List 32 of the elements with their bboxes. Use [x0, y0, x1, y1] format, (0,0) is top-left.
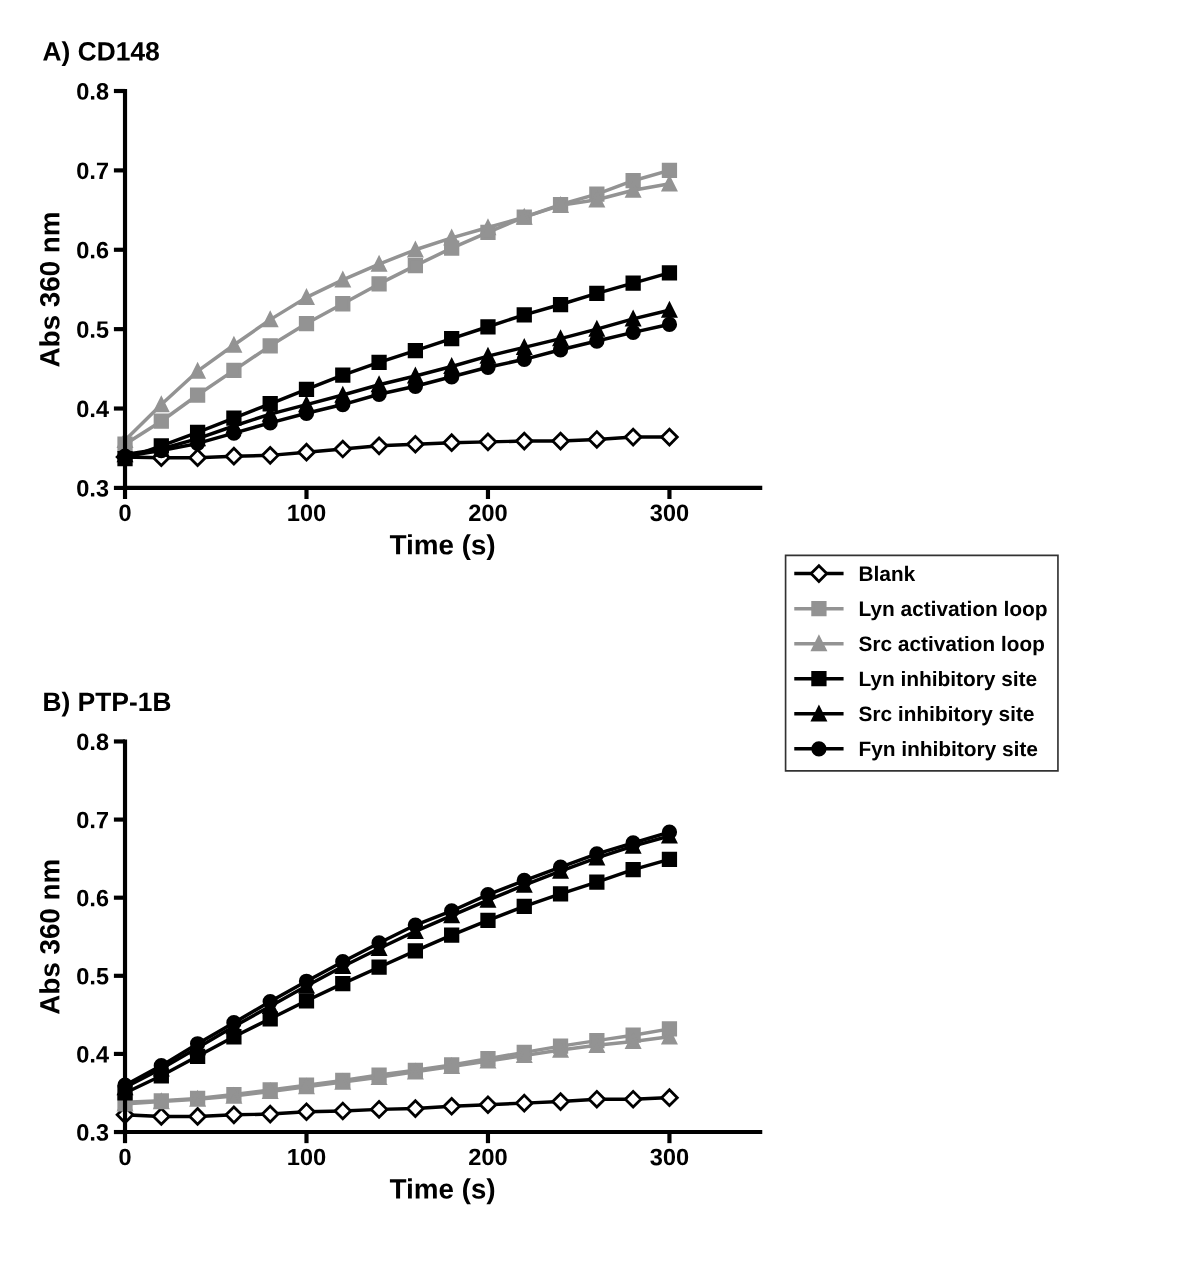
legend-label: Lyn activation loop	[859, 600, 1047, 621]
chart-title: A) CD148	[43, 41, 159, 66]
chart-title: B) PTP-1B	[44, 691, 171, 717]
y-tick-label: 0.8	[77, 733, 109, 751]
y-tick-label: 0.5	[77, 321, 109, 338]
y-tick-label: 0.3	[77, 479, 109, 497]
x-tick-label: 0	[119, 1148, 131, 1166]
y-axis-title: Abs 360 nm	[39, 213, 60, 367]
y-axis-title: Abs 360 nm	[39, 860, 60, 1015]
y-tick-label: 0.6	[77, 889, 109, 907]
legend-label: Lyn inhibitory site	[859, 670, 1037, 691]
legend-label: Src inhibitory site	[859, 705, 1034, 726]
y-tick-label: 0.6	[77, 241, 109, 259]
y-tick-label: 0.3	[77, 1124, 109, 1141]
x-tick-label: 0	[119, 504, 131, 522]
x-tick-label: 100	[288, 1148, 326, 1166]
x-axis-title: Time (s)	[389, 534, 495, 561]
x-tick-label: 300	[650, 1148, 689, 1166]
legend-label: Blank	[859, 565, 916, 582]
y-tick-label: 0.8	[77, 83, 109, 100]
legend-label: Src activation loop	[859, 635, 1045, 656]
y-tick-label: 0.5	[77, 967, 109, 985]
x-tick-label: 200	[469, 1148, 507, 1166]
x-tick-label: 200	[469, 504, 507, 522]
legend-label: Fyn inhibitory site	[859, 741, 1038, 761]
y-tick-label: 0.4	[77, 1045, 109, 1063]
x-axis-title: Time (s)	[389, 1178, 495, 1205]
y-tick-label: 0.7	[77, 162, 109, 180]
x-tick-label: 100	[288, 504, 326, 522]
y-tick-label: 0.7	[77, 811, 109, 829]
y-tick-label: 0.4	[77, 400, 109, 418]
x-tick-label: 300	[650, 504, 689, 522]
